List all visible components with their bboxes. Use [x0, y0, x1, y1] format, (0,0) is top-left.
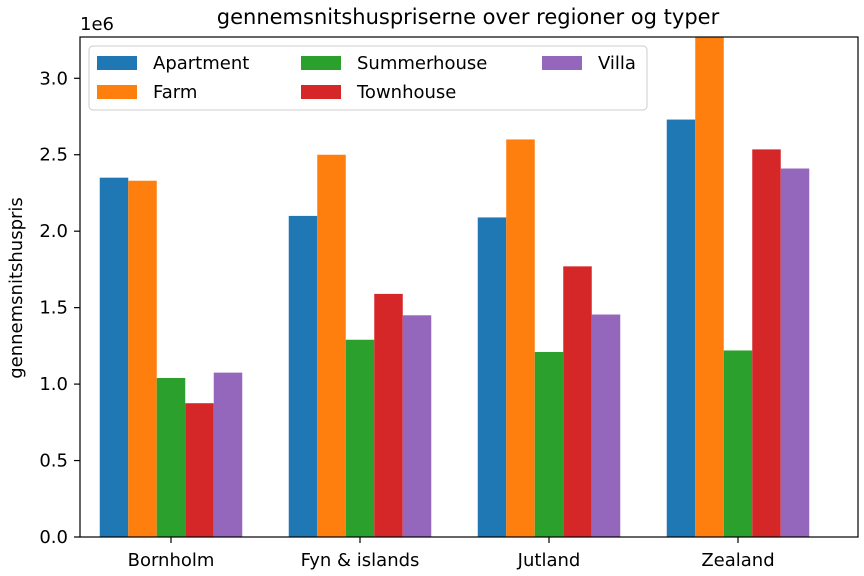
bar-townhouse-bornholm — [185, 403, 214, 537]
bar-villa-jutland — [591, 314, 621, 537]
legend-label-townhouse: Townhouse — [356, 82, 456, 103]
bar-farm-fyn-islands — [317, 154, 346, 538]
bar-villa-bornholm — [213, 372, 243, 537]
bar-farm-zealand — [695, 37, 724, 537]
y-tick-label: 3.0 — [39, 68, 68, 89]
bar-apartment-jutland — [477, 217, 507, 537]
y-tick-label: 0.5 — [39, 451, 68, 472]
bar-apartment-zealand — [666, 119, 696, 537]
bar-villa-fyn-islands — [402, 315, 432, 537]
x-tick-label: Bornholm — [128, 550, 215, 571]
legend-swatch-summerhouse — [301, 56, 341, 70]
x-tick-label: Zealand — [701, 550, 774, 571]
bar-apartment-bornholm — [99, 177, 129, 538]
plot-frame — [79, 36, 859, 538]
bar-townhouse-zealand — [752, 149, 781, 537]
bar-townhouse-fyn-islands — [374, 293, 403, 537]
legend: Apartment Farm Summerhouse Townhouse Villa — [88, 45, 648, 111]
legend-swatch-villa — [542, 56, 582, 70]
bar-summerhouse-jutland — [534, 351, 564, 537]
legend-swatch-townhouse — [301, 85, 341, 99]
legend-label-villa: Villa — [598, 53, 636, 74]
y-axis-offset-label: 1e6 — [80, 14, 114, 35]
axes-group: 0.0 0.5 1.0 1.5 2.0 2.5 3.0 Bornholm Fyn & islan… — [39, 36, 859, 571]
legend-swatch-apartment — [97, 56, 137, 70]
legend-frame — [88, 45, 648, 111]
bar-summerhouse-zealand — [723, 350, 753, 537]
legend-label-apartment: Apartment — [153, 53, 249, 74]
bar-summerhouse-fyn-islands — [345, 339, 375, 537]
bar-townhouse-jutland — [563, 266, 592, 537]
bars-group — [99, 37, 810, 538]
bar-farm-bornholm — [128, 180, 157, 538]
legend-label-summerhouse: Summerhouse — [357, 53, 487, 74]
bar-apartment-fyn-islands — [288, 215, 318, 537]
bar-summerhouse-bornholm — [156, 377, 186, 537]
legend-swatch-farm — [97, 85, 137, 99]
y-tick-label: 0.0 — [39, 527, 68, 548]
y-tick-label: 1.5 — [39, 298, 68, 319]
y-axis-label: gennemsnitshuspris — [6, 197, 27, 379]
legend-label-farm: Farm — [153, 82, 197, 103]
bar-farm-jutland — [506, 139, 535, 537]
chart-title: gennemsnitshuspriserne over regioner og … — [217, 5, 720, 29]
y-tick-label: 1.0 — [39, 374, 68, 395]
x-tick-label: Fyn & islands — [301, 550, 420, 571]
y-tick-label: 2.0 — [39, 221, 68, 242]
y-tick-label: 2.5 — [39, 145, 68, 166]
x-tick-label: Jutland — [517, 550, 581, 571]
bar-villa-zealand — [780, 168, 810, 537]
